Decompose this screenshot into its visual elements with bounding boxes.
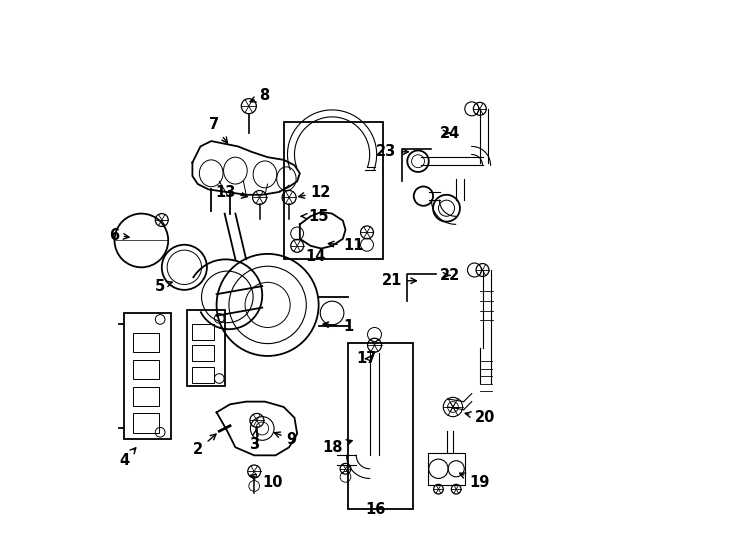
Bar — [348, 342, 413, 509]
Text: 1: 1 — [323, 319, 353, 334]
Bar — [187, 310, 225, 386]
Text: 10: 10 — [250, 474, 283, 490]
Text: 3: 3 — [249, 430, 259, 452]
Text: 7: 7 — [209, 118, 228, 143]
Text: 22: 22 — [440, 268, 459, 283]
Text: 23: 23 — [377, 144, 408, 159]
Bar — [134, 360, 159, 379]
Text: 8: 8 — [250, 88, 270, 103]
Bar — [192, 323, 214, 340]
Bar — [428, 453, 465, 485]
Text: 16: 16 — [365, 502, 385, 517]
Text: 5: 5 — [156, 279, 172, 294]
Text: 2: 2 — [193, 434, 216, 457]
Text: 6: 6 — [109, 227, 129, 242]
Text: 13: 13 — [215, 185, 247, 200]
Text: 24: 24 — [440, 125, 459, 140]
Bar — [284, 122, 383, 259]
Bar — [134, 387, 159, 406]
Text: 17: 17 — [356, 351, 377, 366]
Bar — [134, 333, 159, 352]
Text: 12: 12 — [299, 185, 331, 200]
Bar — [192, 367, 214, 383]
Bar — [124, 313, 171, 439]
Text: 21: 21 — [382, 273, 416, 288]
Text: 18: 18 — [322, 440, 352, 455]
Text: 14: 14 — [306, 249, 326, 264]
Text: 20: 20 — [465, 410, 495, 425]
Bar — [192, 345, 214, 361]
Text: 11: 11 — [328, 238, 363, 253]
Text: 15: 15 — [302, 209, 328, 224]
Bar — [134, 414, 159, 433]
Text: 4: 4 — [119, 448, 136, 468]
Text: 19: 19 — [459, 473, 490, 490]
Text: 9: 9 — [275, 431, 297, 447]
